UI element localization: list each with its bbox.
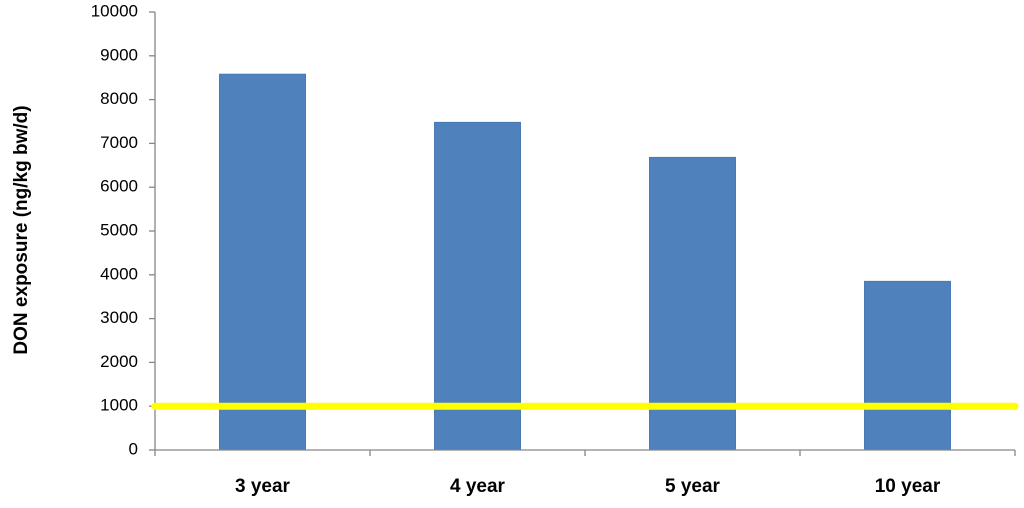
bar xyxy=(434,121,521,451)
y-tick-label: 9000 xyxy=(100,45,138,64)
x-tick-label: 5 year xyxy=(665,476,721,497)
y-tick-label: 6000 xyxy=(100,177,138,196)
y-tick-label: 2000 xyxy=(100,352,138,371)
y-tick-label: 1000 xyxy=(100,396,138,415)
x-tick-label: 10 year xyxy=(875,476,941,497)
x-tick-label: 4 year xyxy=(450,476,506,497)
bar xyxy=(864,280,951,451)
y-tick-label: 4000 xyxy=(100,264,138,283)
y-tick-label: 3000 xyxy=(100,308,138,327)
bar xyxy=(649,156,736,451)
y-tick-label: 0 xyxy=(129,439,138,458)
y-tick-label: 7000 xyxy=(100,133,138,152)
y-tick-label: 5000 xyxy=(100,220,138,239)
y-tick-label: 8000 xyxy=(100,89,138,108)
x-tick-label: 3 year xyxy=(235,476,291,497)
y-axis-label: DON exposure (ng/kg bw/d) xyxy=(11,105,32,354)
bar xyxy=(219,73,306,451)
y-tick-label: 10000 xyxy=(91,1,138,20)
